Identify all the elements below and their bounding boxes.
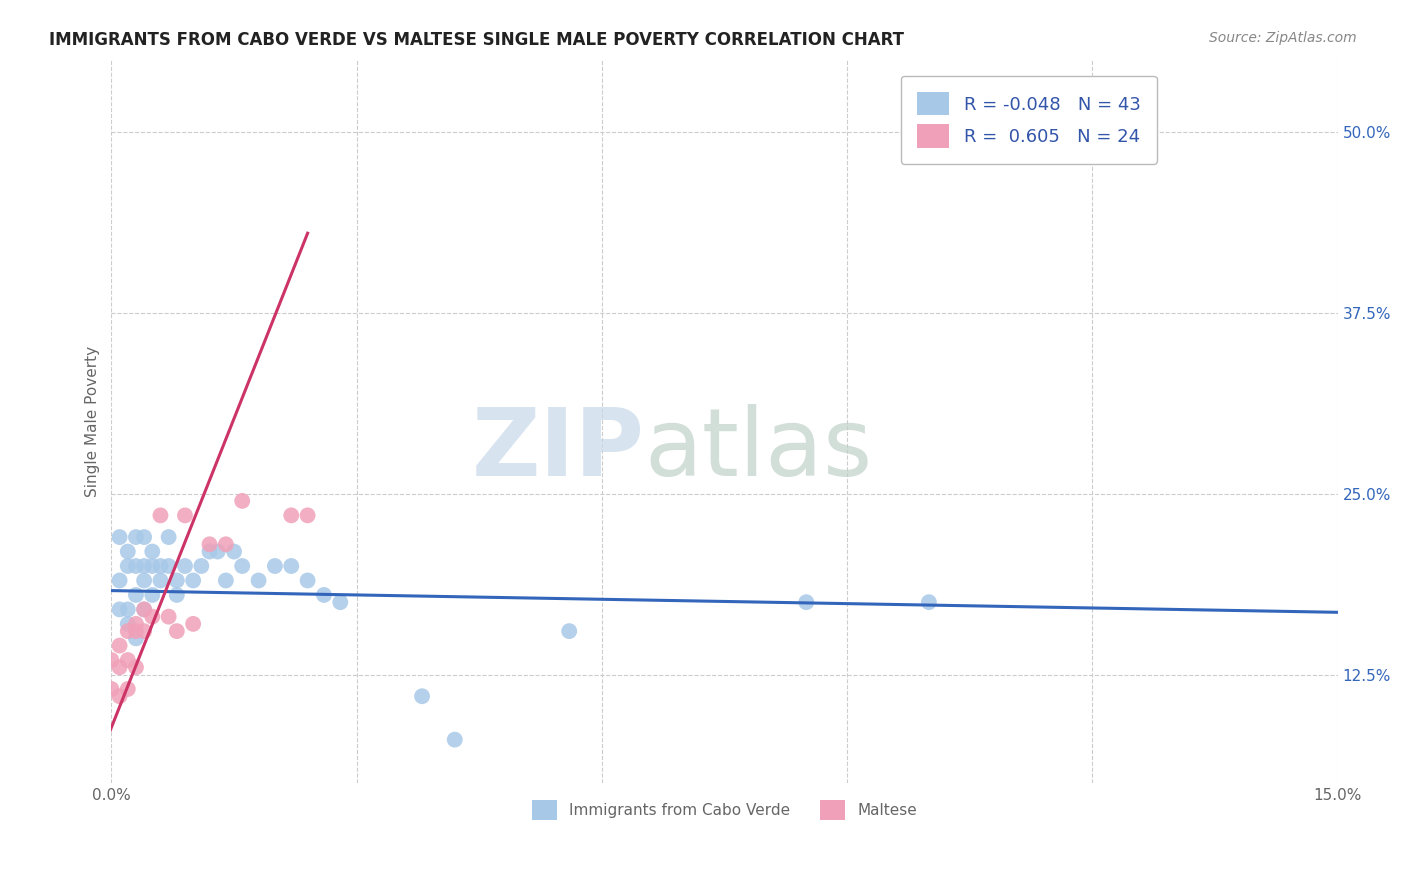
Point: [918, 595, 941, 609]
Point: [247, 574, 270, 588]
Point: [141, 588, 163, 602]
Y-axis label: Single Male Poverty: Single Male Poverty: [86, 346, 100, 497]
Point: [157, 530, 180, 544]
Point: [198, 544, 221, 558]
Point: [166, 574, 188, 588]
Text: IMMIGRANTS FROM CABO VERDE VS MALTESE SINGLE MALE POVERTY CORRELATION CHART: IMMIGRANTS FROM CABO VERDE VS MALTESE SI…: [49, 31, 904, 49]
Point: [117, 653, 139, 667]
Point: [100, 653, 122, 667]
Point: [411, 690, 433, 704]
Point: [297, 574, 319, 588]
Point: [207, 544, 229, 558]
Point: [132, 602, 155, 616]
Point: [149, 559, 172, 574]
Point: [280, 559, 302, 574]
Point: [312, 588, 335, 602]
Point: [117, 616, 139, 631]
Point: [231, 494, 253, 508]
Point: [149, 508, 172, 523]
Point: [174, 508, 197, 523]
Point: [108, 660, 131, 674]
Point: [181, 574, 204, 588]
Point: [222, 544, 245, 558]
Point: [141, 609, 163, 624]
Point: [181, 616, 204, 631]
Text: Source: ZipAtlas.com: Source: ZipAtlas.com: [1209, 31, 1357, 45]
Point: [132, 559, 155, 574]
Point: [190, 559, 212, 574]
Point: [264, 559, 287, 574]
Point: [558, 624, 581, 639]
Point: [125, 660, 148, 674]
Point: [117, 544, 139, 558]
Point: [149, 574, 172, 588]
Point: [215, 574, 238, 588]
Point: [132, 624, 155, 639]
Point: [297, 508, 319, 523]
Point: [198, 537, 221, 551]
Text: atlas: atlas: [645, 404, 873, 496]
Point: [132, 602, 155, 616]
Point: [108, 639, 131, 653]
Point: [108, 574, 131, 588]
Point: [166, 588, 188, 602]
Point: [108, 602, 131, 616]
Point: [166, 624, 188, 639]
Point: [443, 732, 465, 747]
Point: [231, 559, 253, 574]
Point: [100, 681, 122, 696]
Point: [125, 530, 148, 544]
Point: [794, 595, 817, 609]
Point: [215, 537, 238, 551]
Point: [108, 690, 131, 704]
Point: [125, 624, 148, 639]
Point: [125, 559, 148, 574]
Point: [157, 609, 180, 624]
Point: [132, 574, 155, 588]
Point: [108, 530, 131, 544]
Text: ZIP: ZIP: [472, 404, 645, 496]
Point: [125, 616, 148, 631]
Point: [141, 544, 163, 558]
Point: [117, 681, 139, 696]
Point: [117, 602, 139, 616]
Point: [132, 530, 155, 544]
Point: [174, 559, 197, 574]
Point: [141, 559, 163, 574]
Point: [157, 559, 180, 574]
Point: [280, 508, 302, 523]
Legend: Immigrants from Cabo Verde, Maltese: Immigrants from Cabo Verde, Maltese: [526, 794, 922, 826]
Point: [125, 632, 148, 646]
Point: [329, 595, 352, 609]
Point: [117, 559, 139, 574]
Point: [117, 624, 139, 639]
Point: [125, 588, 148, 602]
